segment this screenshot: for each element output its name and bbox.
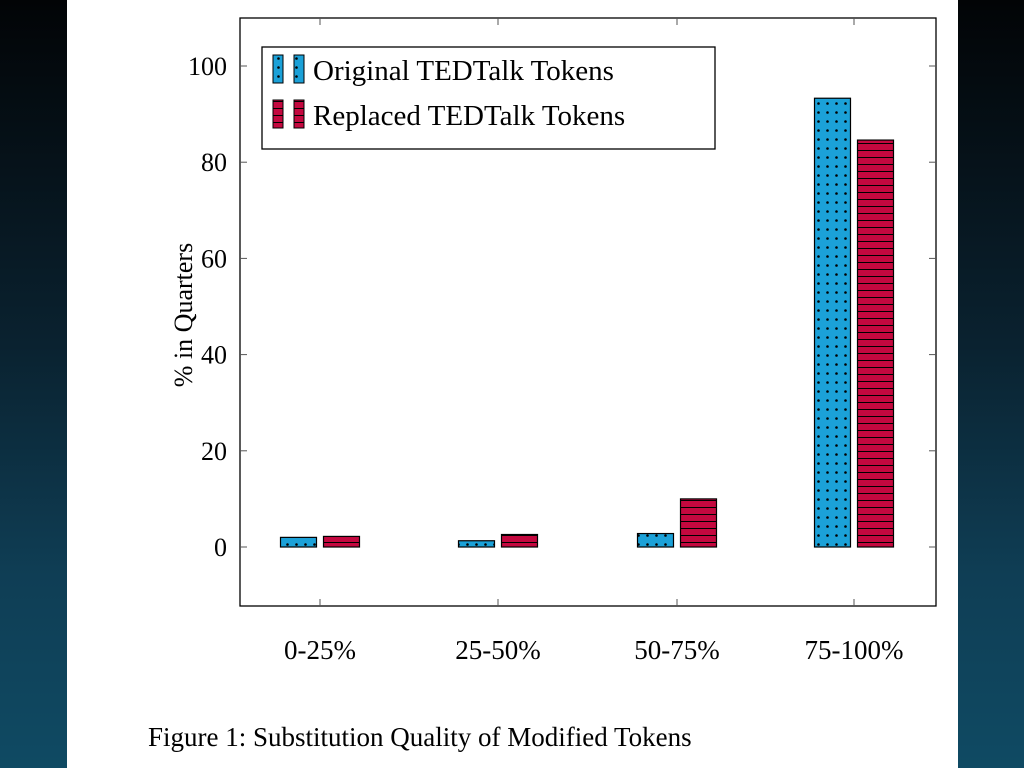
bar-original [457,540,496,548]
y-tick-label: 20 [201,437,227,466]
y-tick-label: 80 [201,148,227,177]
plot-frame [239,17,937,607]
x-tick-label: 75-100% [805,635,904,665]
y-tick-label: 0 [214,533,227,562]
legend-swatch [293,99,305,129]
legend-box [261,46,716,150]
legend-swatch [293,54,305,84]
legend-swatch [272,99,284,129]
y-tick-label: 100 [188,52,227,81]
slide-page: 0 20 40 60 80 100 0-25% 25-50% 50-75% 75-100% Ori… [67,0,958,768]
figure-caption: Figure 1: Substitution Quality of Modifi… [148,722,692,752]
legend-label: Replaced TEDTalk Tokens [313,100,625,132]
legend-label: Original TEDTalk Tokens [313,55,614,87]
x-tick-label: 25-50% [455,635,540,665]
bar-replaced [322,535,361,548]
legend-swatch [272,54,284,84]
bar-original [279,536,318,548]
bar-replaced [500,533,539,548]
x-tick-label: 0-25% [284,635,356,665]
bar-chart: 0 20 40 60 80 100 0-25% 25-50% 50-75% 75-100% Ori… [188,17,937,665]
y-tick-label: 40 [201,341,227,370]
bar-replaced [856,139,895,548]
y-tick-label: 60 [201,244,227,273]
bar-replaced [679,498,718,548]
bar-original [813,97,852,548]
bar-original [636,532,675,548]
x-tick-label: 50-75% [634,635,719,665]
y-axis-label: % in Quarters [169,242,198,388]
